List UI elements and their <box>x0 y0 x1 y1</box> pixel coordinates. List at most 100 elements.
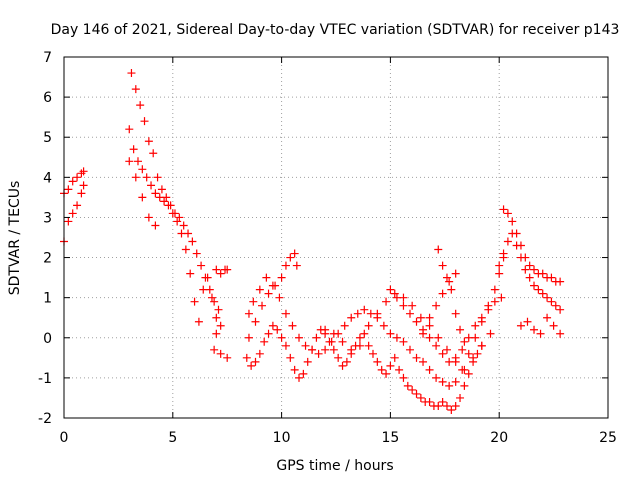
data-point <box>334 353 343 362</box>
data-point <box>175 213 184 222</box>
series-p143-m <box>434 245 469 346</box>
data-point <box>277 333 286 342</box>
data-point <box>556 277 565 286</box>
data-point <box>373 309 382 318</box>
x-tick-label: 20 <box>490 430 508 446</box>
axes <box>63 56 609 419</box>
data-point <box>299 369 308 378</box>
data-point <box>347 313 356 322</box>
data-point <box>338 361 347 370</box>
data-point <box>412 353 421 362</box>
data-point <box>281 341 290 350</box>
data-point <box>451 377 460 386</box>
data-point <box>425 365 434 374</box>
data-point <box>329 345 338 354</box>
data-point <box>543 293 552 302</box>
data-point <box>419 357 428 366</box>
data-point <box>425 397 434 406</box>
data-point <box>451 269 460 278</box>
data-point <box>188 237 197 246</box>
data-point <box>530 325 539 334</box>
data-point <box>460 365 469 374</box>
data-point <box>338 337 347 346</box>
data-point <box>212 265 221 274</box>
data-point <box>377 365 386 374</box>
y-tick-label: 7 <box>43 50 52 66</box>
data-point <box>133 157 142 166</box>
data-point <box>312 333 321 342</box>
data-point <box>125 125 134 134</box>
data-point <box>160 197 169 206</box>
data-point <box>79 181 88 190</box>
data-point <box>499 205 508 214</box>
data-point <box>405 309 414 318</box>
data-point <box>199 285 208 294</box>
data-point <box>521 265 530 274</box>
data-point <box>473 349 482 358</box>
data-point <box>144 213 153 222</box>
data-point <box>390 289 399 298</box>
data-point <box>216 269 225 278</box>
data-point <box>434 333 443 342</box>
data-point <box>131 85 140 94</box>
data-point <box>464 333 473 342</box>
data-point <box>503 237 512 246</box>
data-point <box>138 165 147 174</box>
data-point <box>399 337 408 346</box>
data-point <box>144 137 153 146</box>
data-point <box>164 201 173 210</box>
data-point <box>353 309 362 318</box>
data-point <box>329 329 338 338</box>
data-point <box>551 301 560 310</box>
data-point <box>295 333 304 342</box>
data-point <box>523 317 532 326</box>
data-point <box>194 317 203 326</box>
x-tick-label: 10 <box>273 430 291 446</box>
y-axis-label: SDTVAR / TECUs <box>7 181 23 296</box>
data-point <box>477 341 486 350</box>
data-point <box>486 329 495 338</box>
data-point <box>434 245 443 254</box>
data-point <box>432 373 441 382</box>
data-point <box>223 353 232 362</box>
data-point <box>525 273 534 282</box>
data-point <box>68 177 77 186</box>
data-point <box>212 313 221 322</box>
data-point <box>386 329 395 338</box>
data-point <box>477 313 486 322</box>
data-point <box>456 325 465 334</box>
data-point <box>273 325 282 334</box>
grid-lines <box>64 57 608 418</box>
data-point <box>321 325 330 334</box>
data-point <box>73 173 82 182</box>
data-point <box>207 293 216 302</box>
data-point <box>251 357 260 366</box>
data-point <box>458 345 467 354</box>
data-point <box>469 353 478 362</box>
data-point <box>355 341 364 350</box>
data-point <box>438 349 447 358</box>
data-point <box>157 185 166 194</box>
data-point <box>538 269 547 278</box>
data-point <box>556 305 565 314</box>
data-point <box>547 273 556 282</box>
data-point <box>216 349 225 358</box>
data-point <box>432 301 441 310</box>
data-point <box>321 345 330 354</box>
data-point <box>445 277 454 286</box>
data-point <box>277 273 286 282</box>
x-axis-label: GPS time / hours <box>276 458 393 474</box>
series-p143-k <box>386 285 506 366</box>
data-point <box>543 313 552 322</box>
data-point <box>155 193 164 202</box>
data-point <box>419 329 428 338</box>
data-point <box>142 173 151 182</box>
data-point <box>181 245 190 254</box>
data-point <box>416 313 425 322</box>
data-point <box>292 261 301 270</box>
data-point <box>258 301 267 310</box>
data-point <box>442 273 451 282</box>
data-point <box>495 261 504 270</box>
data-point <box>425 321 434 330</box>
data-point <box>438 397 447 406</box>
